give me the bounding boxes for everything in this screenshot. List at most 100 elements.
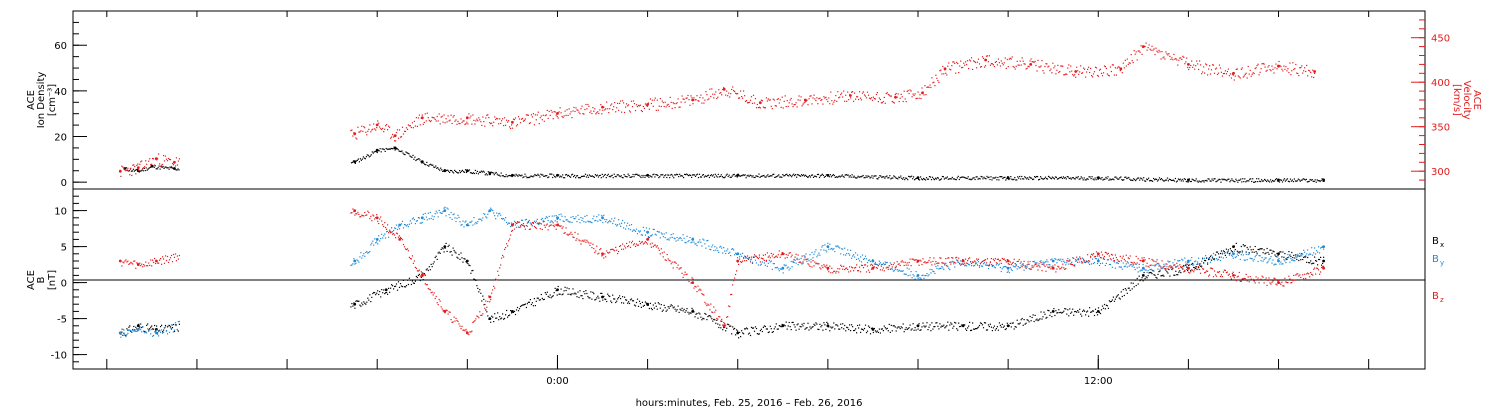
velocity-sample-555: [841, 92, 843, 94]
bx-sample-833: [1116, 295, 1118, 297]
bz-sample-113: [402, 244, 405, 246]
bx-sample-597: [882, 330, 884, 332]
by-sample-449: [736, 253, 738, 256]
density-sample-190: [484, 174, 486, 176]
bx-sample-667: [952, 327, 954, 329]
bz-sample-247: [535, 227, 537, 229]
density-sample-434: [726, 173, 728, 175]
bz-sample-224: [512, 223, 515, 225]
bx-sample-577: [862, 329, 865, 331]
density-sample-656: [946, 176, 948, 178]
bz-sample-651: [936, 262, 938, 265]
density-sample-148: [443, 170, 445, 172]
bz-sample-666: [951, 257, 953, 259]
by-sample-454: [741, 255, 743, 257]
velocity-sample-515: [801, 105, 803, 107]
bz-sample-506: [792, 260, 794, 262]
density-sample-854: [1143, 177, 1145, 179]
bz-sample-481: [767, 256, 769, 258]
density-sample-440: [732, 174, 734, 176]
density-sample-790: [1079, 178, 1081, 180]
by-sample-707: [991, 265, 993, 267]
bz-sample-547: [833, 270, 835, 272]
by-sample-272: [560, 213, 562, 215]
bx-sample-786: [1070, 312, 1072, 314]
velocity-sample-75: [365, 131, 367, 133]
velocity-sample-757: [1041, 60, 1043, 62]
density-sample-987: [1274, 179, 1277, 181]
density-sample-939: [1227, 178, 1229, 180]
density-sample-922: [1210, 180, 1212, 182]
by-sample-868: [1151, 269, 1153, 271]
bx-sample-808: [1092, 310, 1094, 312]
velocity-sample-16: [136, 164, 138, 166]
density-sample-997: [1284, 180, 1286, 182]
velocity-sample-447: [734, 90, 736, 92]
bx-sample-581: [866, 330, 869, 332]
density-sample-705: [995, 176, 997, 178]
by-sample-78: [368, 251, 370, 254]
density-sample-581: [872, 177, 874, 179]
velocity-sample-479: [765, 97, 767, 99]
bx-sample-681: [966, 329, 968, 331]
density-sample-437: [729, 176, 731, 178]
density-sample-163: [458, 172, 460, 174]
density-sample-55: [350, 162, 353, 164]
bx-sample-732: [1016, 319, 1018, 321]
bx-sample-602: [887, 330, 889, 332]
by-sample-927: [1209, 261, 1212, 263]
bx-sample-178: [467, 263, 469, 265]
by-sample-27: [147, 328, 149, 330]
by-sample-510: [796, 257, 798, 259]
velocity-sample-155: [444, 122, 446, 124]
by-sample-809: [1092, 262, 1095, 265]
density-sample-638: [928, 176, 931, 178]
by-sample-951: [1233, 250, 1235, 252]
velocity-sample-517: [803, 102, 805, 104]
bx-sample-749: [1033, 320, 1035, 323]
velocity-sample-343: [630, 100, 633, 102]
bx-sample-738: [1022, 324, 1024, 326]
density-sample-837: [1126, 177, 1128, 180]
bx-sample-614: [899, 328, 901, 330]
bx-sample-519: [805, 327, 807, 329]
density-sample-769: [1058, 177, 1060, 179]
density-sample-978: [1266, 180, 1268, 183]
velocity-sample-926: [1209, 65, 1211, 67]
by-sample-144: [433, 216, 435, 218]
bz-sample-450: [737, 261, 739, 263]
bx-sample-834: [1117, 294, 1119, 296]
by-sample-919: [1202, 258, 1204, 260]
bx-sample-9: [129, 325, 131, 327]
density-sample-233: [527, 176, 529, 178]
velocity-sample-533: [819, 97, 821, 99]
bx-sample-469: [755, 328, 758, 330]
bx-sample-510: [796, 324, 798, 326]
density-sample-568: [859, 176, 861, 178]
bx-sample-137: [426, 268, 428, 270]
by-sample-1011: [1293, 260, 1295, 262]
by-sample-439: [726, 250, 728, 252]
velocity-sample-718: [1002, 64, 1004, 66]
bx-sample-576: [861, 328, 864, 330]
by-sample-549: [835, 245, 837, 247]
by-sample-285: [573, 218, 575, 220]
velocity-sample-1012: [1294, 68, 1296, 70]
by-sample-431: [718, 251, 720, 253]
by-sample-6: [126, 334, 128, 336]
density-sample-261: [555, 176, 557, 178]
bx-sample-417: [704, 312, 706, 315]
by-sample-147: [436, 212, 438, 214]
density-sample-372: [665, 174, 667, 176]
by-sample-89: [379, 240, 381, 242]
density-sample-1001: [1288, 181, 1290, 183]
by-sample-536: [822, 245, 824, 247]
bx-sample-59: [178, 323, 180, 325]
bx-sample-337: [625, 299, 627, 301]
by-sample-541: [827, 242, 829, 244]
density-sample-818: [1107, 176, 1109, 178]
bz-sample-540: [826, 264, 828, 266]
by-sample-359: [646, 231, 648, 233]
bz-sample-413: [700, 289, 702, 291]
bx-sample-424: [711, 318, 713, 320]
